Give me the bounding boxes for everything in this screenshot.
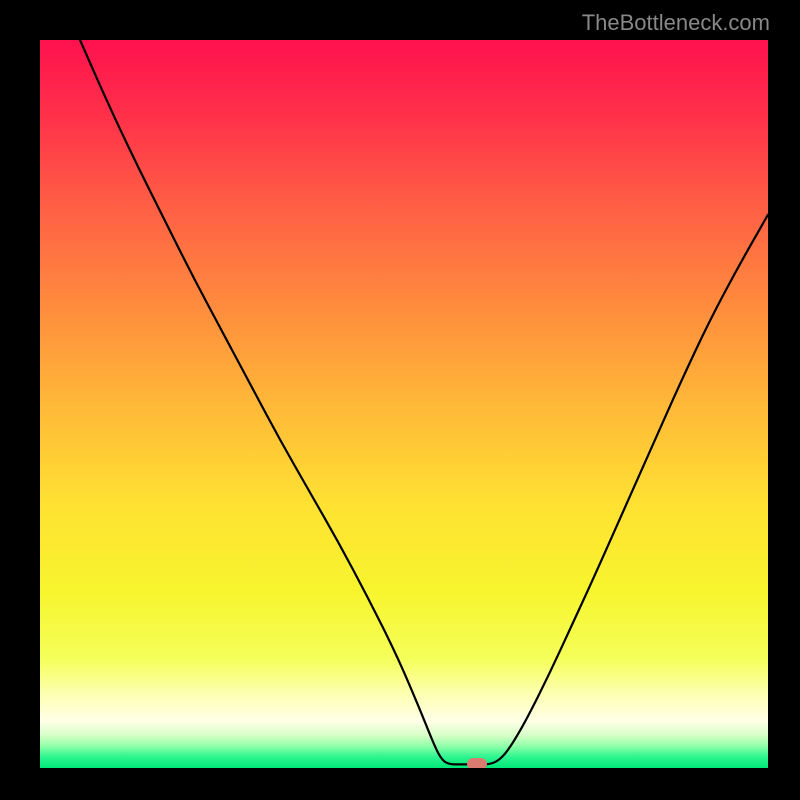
chart-plot-area [40, 40, 768, 768]
v-curve [80, 40, 768, 764]
minimum-marker [467, 758, 487, 768]
attribution-label: TheBottleneck.com [582, 10, 770, 36]
chart-curve-layer [40, 40, 768, 768]
